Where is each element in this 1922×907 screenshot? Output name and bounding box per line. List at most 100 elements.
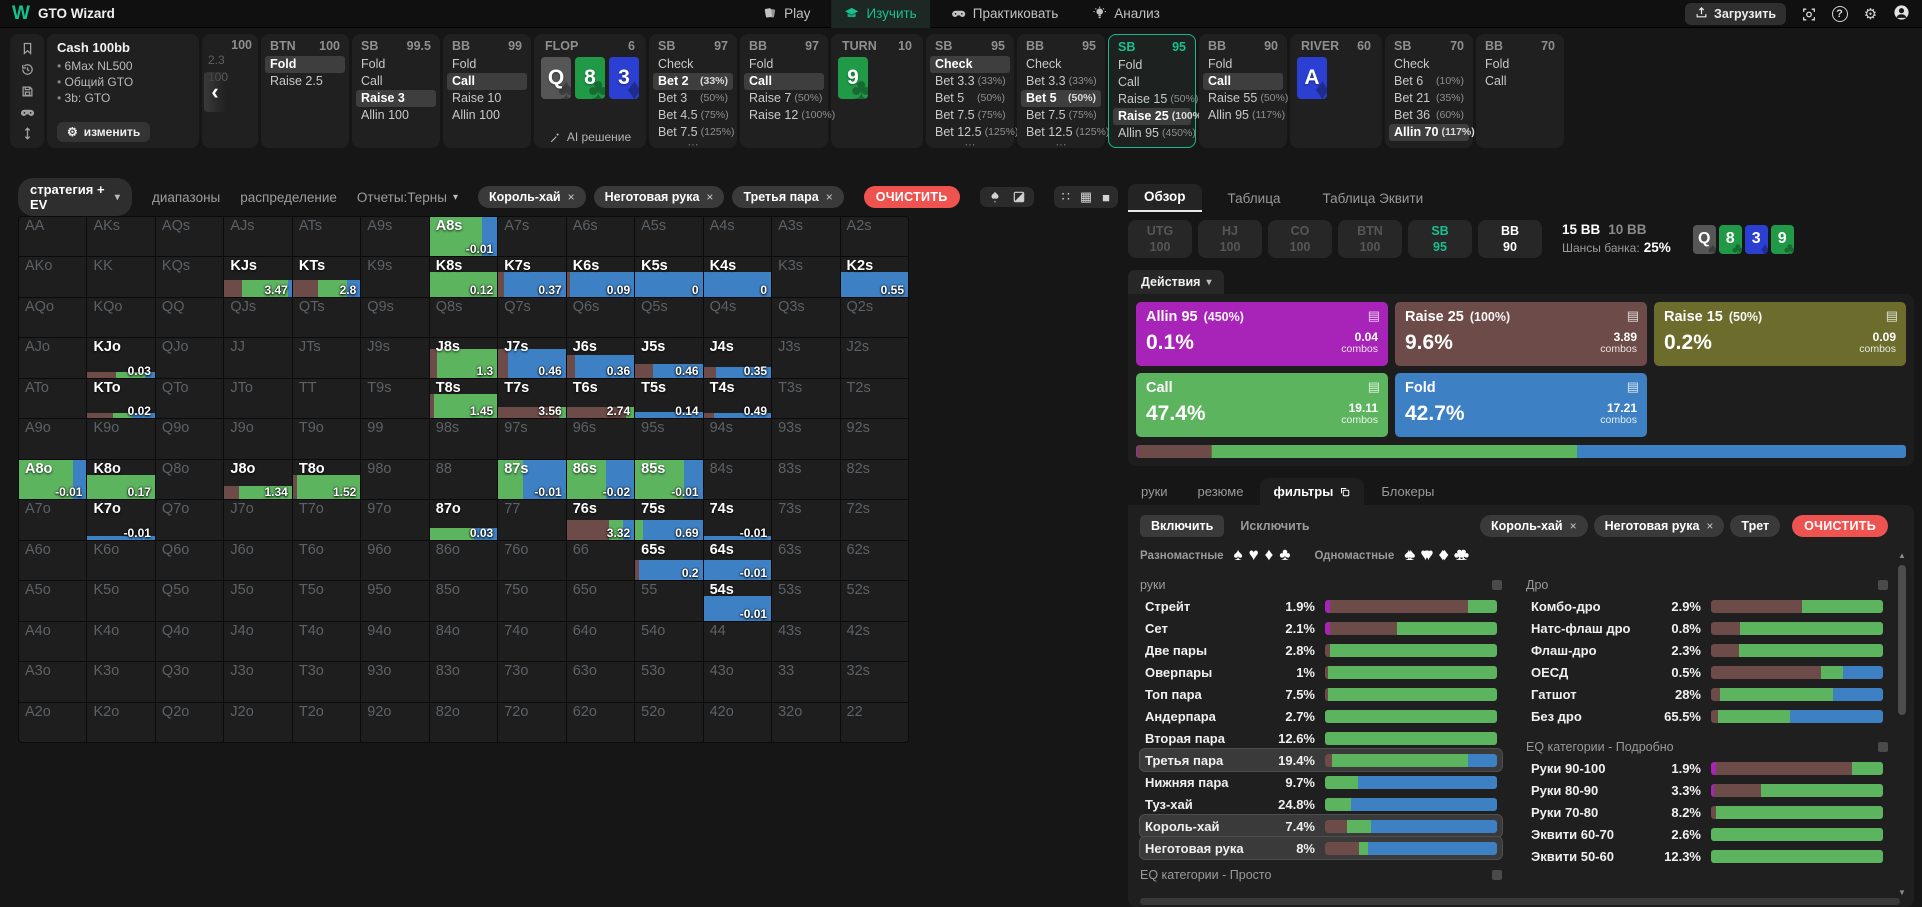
hand-cell-K8o[interactable]: K8o 0.17 (87, 459, 155, 500)
hand-cell-96o[interactable]: 96o (361, 540, 429, 581)
action-option[interactable]: Fold (1203, 56, 1283, 73)
hand-cell-T4s[interactable]: T4s 0.49 (703, 378, 772, 419)
hand-cell-KJo[interactable]: KJo 0.03 (87, 338, 155, 378)
action-option[interactable]: Fold (356, 56, 436, 73)
hand-cell-85s[interactable]: 85s -0.01 (635, 459, 703, 500)
position-bb[interactable]: BB 90 (1478, 220, 1542, 258)
category-row-сет[interactable]: Сет 2.1% (1140, 617, 1502, 639)
action-option[interactable]: Raise 10 (447, 90, 527, 107)
action-option[interactable]: Allin 100 (447, 107, 527, 124)
action-option[interactable]: Raise 15 (50%) (1113, 91, 1198, 108)
action-option[interactable]: Raise 12 (100%) (744, 107, 835, 124)
hand-cell-Q2s[interactable]: Q2s (840, 297, 908, 338)
filter-chip[interactable]: Неготовая рука × (1593, 515, 1725, 537)
hand-cell-AA[interactable]: AA (19, 217, 87, 257)
hand-cell-A4o[interactable]: A4o (19, 621, 87, 662)
nav-item-практиковать[interactable]: Практиковать (938, 0, 1072, 28)
suits-icon[interactable] (988, 190, 1002, 204)
combo-list-icon[interactable]: ▤ (1626, 308, 1639, 323)
section-collapse-icon[interactable] (1492, 580, 1502, 590)
include-button[interactable]: Включить (1140, 515, 1225, 537)
hand-cell-44[interactable]: 44 (703, 621, 772, 662)
hand-cell-K3o[interactable]: K3o (87, 662, 155, 702)
hand-cell-97s[interactable]: 97s (498, 419, 566, 459)
hand-cell-K2s[interactable]: K2s 0.55 (840, 257, 908, 297)
nav-item-изучить[interactable]: Изучить (831, 0, 930, 28)
hand-cell-K8s[interactable]: K8s 0.12 (429, 257, 498, 297)
hand-cell-KTs[interactable]: KTs 2.8 (292, 257, 361, 297)
category-row-руки-90-100[interactable]: Руки 90-100 1.9% (1526, 757, 1888, 779)
heart-icon[interactable]: ♥ (1248, 545, 1259, 564)
action-option[interactable]: Bet 3.3 (33%) (1021, 73, 1101, 90)
hand-cell-76s[interactable]: 76s 3.32 (566, 500, 635, 540)
hand-cell-J3o[interactable]: J3o (224, 662, 292, 702)
scroll-down-icon[interactable]: ▼ (1898, 888, 1906, 897)
hand-cell-74s[interactable]: 74s -0.01 (703, 500, 772, 540)
action-option[interactable]: Check (1389, 56, 1469, 73)
filter-chip[interactable]: Неготовая рука × (593, 186, 725, 208)
category-row-нижняя-пара[interactable]: Нижняя пара 9.7% (1140, 771, 1502, 793)
square-icon[interactable]: ■ (1102, 189, 1110, 205)
hand-cell-52o[interactable]: 52o (635, 702, 703, 742)
hand-cell-AJs[interactable]: AJs (224, 217, 292, 257)
section-collapse-icon[interactable] (1492, 870, 1502, 880)
hand-cell-T9s[interactable]: T9s (361, 378, 429, 419)
hand-cell-98o[interactable]: 98o (361, 459, 429, 500)
action-option[interactable]: Fold (265, 56, 345, 73)
action-option[interactable]: Fold (447, 56, 527, 73)
hand-cell-A9o[interactable]: A9o (19, 419, 87, 459)
hand-cell-AKs[interactable]: AKs (87, 217, 155, 257)
hand-cell-J5s[interactable]: J5s 0.46 (635, 338, 703, 378)
hand-cell-T7o[interactable]: T7o (292, 500, 361, 540)
action-option[interactable]: Fold (1113, 57, 1191, 74)
category-row-эквити-50-60[interactable]: Эквити 50-60 12.3% (1526, 845, 1888, 867)
edit-button[interactable]: ⚙ изменить (57, 122, 151, 142)
category-row-руки-70-80[interactable]: Руки 70-80 8.2% (1526, 801, 1888, 823)
hand-cell-63o[interactable]: 63o (566, 662, 635, 702)
hand-cell-JJ[interactable]: JJ (224, 338, 292, 378)
hand-cell-53s[interactable]: 53s (772, 581, 840, 621)
clear-filters-button[interactable]: ОЧИСТИТЬ (863, 186, 960, 208)
close-icon[interactable]: × (706, 190, 714, 204)
hand-cell-Q8o[interactable]: Q8o (155, 459, 224, 500)
hand-cell-32o[interactable]: 32o (772, 702, 840, 742)
hand-cell-J9o[interactable]: J9o (224, 419, 292, 459)
hand-cell-J8o[interactable]: J8o 1.34 (224, 459, 292, 500)
hand-cell-T9o[interactable]: T9o (292, 419, 361, 459)
hand-cell-87s[interactable]: 87s -0.01 (498, 459, 566, 500)
combo-list-icon[interactable]: ▤ (1626, 379, 1639, 394)
hand-cell-72o[interactable]: 72o (498, 702, 566, 742)
hand-cell-T3o[interactable]: T3o (292, 662, 361, 702)
action-option[interactable]: Call (1113, 74, 1191, 91)
category-row-оверпары[interactable]: Оверпары 1% (1140, 661, 1502, 683)
expand-streets-button[interactable]: ‹ (204, 72, 226, 112)
action-option[interactable]: Bet 4.5 (75%) (653, 107, 733, 124)
hand-cell-42o[interactable]: 42o (703, 702, 772, 742)
hand-cell-Q9o[interactable]: Q9o (155, 419, 224, 459)
hand-cell-TT[interactable]: TT (292, 378, 361, 419)
hand-cell-T4o[interactable]: T4o (292, 621, 361, 662)
section-collapse-icon[interactable] (1878, 742, 1888, 752)
action-option[interactable]: Raise 2.5 (265, 73, 345, 90)
hand-cell-54s[interactable]: 54s -0.01 (703, 581, 772, 621)
hand-cell-99[interactable]: 99 (361, 419, 429, 459)
hand-cell-92o[interactable]: 92o (361, 702, 429, 742)
hand-cell-64s[interactable]: 64s -0.01 (703, 540, 772, 581)
section-collapse-icon[interactable] (1878, 580, 1888, 590)
hand-cell-T5s[interactable]: T5s 0.14 (635, 378, 703, 419)
contrast-icon[interactable] (1012, 190, 1026, 204)
category-row-андерпара[interactable]: Андерпара 2.7% (1140, 705, 1502, 727)
hand-cell-A5s[interactable]: A5s (635, 217, 703, 257)
hand-cell-A9s[interactable]: A9s (361, 217, 429, 257)
action-option[interactable]: Bet 12.5 (125%) (930, 124, 1018, 141)
hand-cell-J4o[interactable]: J4o (224, 621, 292, 662)
avatar[interactable] (1893, 5, 1910, 22)
action-option[interactable]: Raise 25 (100%) (1113, 108, 1206, 125)
hand-cell-K7o[interactable]: K7o -0.01 (87, 500, 155, 540)
hand-cell-J6o[interactable]: J6o (224, 540, 292, 581)
category-row-флаш-дро[interactable]: Флаш-дро 2.3% (1526, 639, 1888, 661)
club-icon[interactable]: ♣ (1279, 545, 1291, 564)
hand-cell-KK[interactable]: KK (87, 257, 155, 297)
hand-cell-73o[interactable]: 73o (498, 662, 566, 702)
category-row-король-хай[interactable]: Король-хай 7.4% (1140, 815, 1502, 837)
